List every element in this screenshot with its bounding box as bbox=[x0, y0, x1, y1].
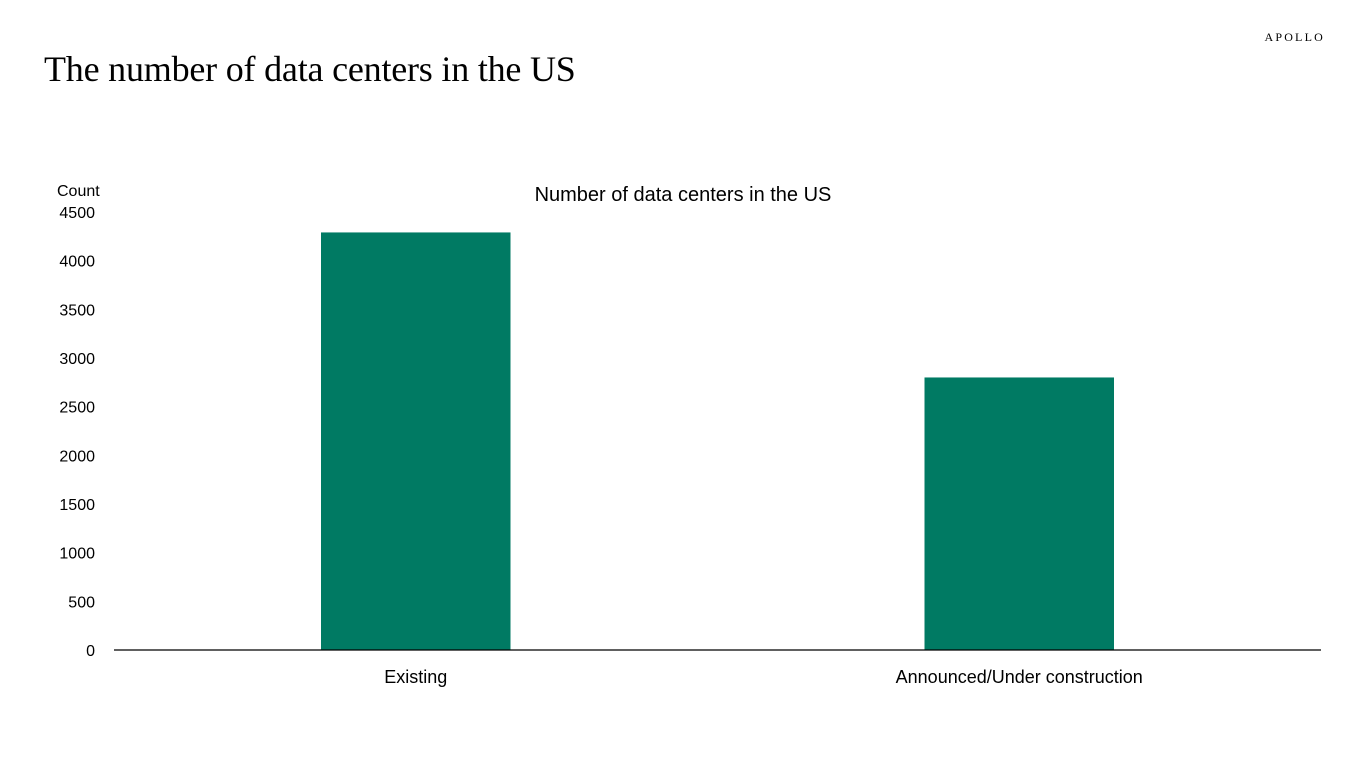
y-tick-label: 1500 bbox=[59, 497, 95, 514]
bar-announced-under-construction bbox=[924, 377, 1114, 650]
y-axis-label: Count bbox=[57, 183, 100, 200]
x-axis-ticks: Existing Announced/Under construction bbox=[384, 667, 1143, 687]
y-tick-label: 3500 bbox=[59, 302, 95, 319]
page-title: The number of data centers in the US bbox=[44, 49, 576, 89]
apollo-logo: APOLLO bbox=[1264, 30, 1325, 44]
chart-title: Number of data centers in the US bbox=[535, 184, 832, 206]
y-tick-label: 2500 bbox=[59, 400, 95, 417]
y-axis-ticks: 0 500 1000 1500 2000 2500 3000 3500 4000 4500 bbox=[59, 205, 95, 660]
y-tick-label: 0 bbox=[86, 643, 95, 660]
y-tick-label: 2000 bbox=[59, 448, 95, 465]
x-tick-label: Existing bbox=[384, 667, 447, 687]
y-tick-label: 500 bbox=[68, 594, 95, 611]
y-tick-label: 1000 bbox=[59, 546, 95, 563]
y-tick-label: 3000 bbox=[59, 351, 95, 368]
bar-existing bbox=[321, 232, 511, 650]
y-tick-label: 4500 bbox=[59, 205, 95, 222]
x-tick-label: Announced/Under construction bbox=[896, 667, 1143, 687]
bars bbox=[321, 232, 1114, 650]
y-tick-label: 4000 bbox=[59, 254, 95, 271]
